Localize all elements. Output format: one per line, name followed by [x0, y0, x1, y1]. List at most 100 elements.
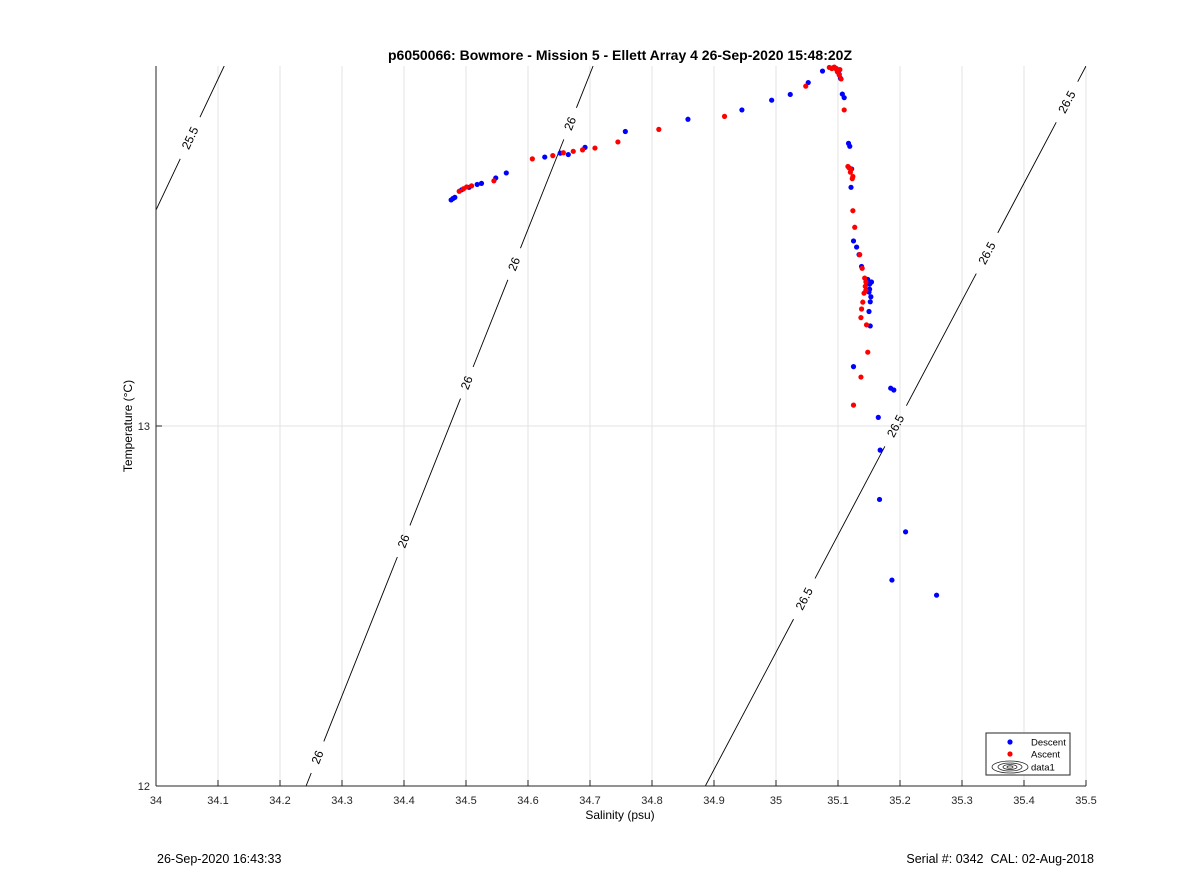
legend-marker-descent — [1007, 739, 1013, 745]
legend-contour-glyph — [997, 762, 1023, 772]
contour-label: 26 — [561, 115, 579, 133]
descent-point — [847, 143, 853, 149]
ascent-point — [858, 306, 865, 312]
descent-point — [452, 194, 458, 200]
descent-point — [854, 244, 860, 250]
descent-point — [850, 364, 857, 370]
contour-line — [520, 139, 565, 249]
descent-point — [866, 308, 872, 315]
ascent-point — [858, 315, 864, 321]
legend-label-data1: data1 — [1031, 763, 1055, 774]
ascent-point — [860, 299, 866, 305]
data-points — [448, 64, 940, 598]
descent-point — [848, 184, 854, 190]
descent-point — [503, 170, 509, 176]
descent-series — [448, 65, 940, 598]
ascent-point — [836, 72, 842, 78]
descent-point — [622, 128, 628, 135]
ascent-point — [529, 156, 535, 162]
ascent-point — [850, 402, 857, 408]
grid — [155, 66, 1087, 787]
ascent-point — [656, 126, 662, 132]
ascent-point — [550, 153, 556, 159]
contour-line — [1077, 66, 1086, 82]
descent-point — [474, 181, 480, 188]
x-tick-label: 35.5 — [1075, 795, 1096, 807]
contour-line — [814, 446, 886, 579]
descent-point — [877, 447, 883, 453]
descent-point — [685, 116, 691, 122]
contour-label: 26 — [395, 532, 413, 550]
descent-point — [787, 91, 793, 98]
descent-point — [850, 238, 857, 244]
ascent-point — [850, 208, 856, 214]
descent-point — [478, 180, 485, 186]
ascent-point — [468, 183, 475, 189]
descent-point — [739, 107, 745, 113]
ascent-point — [838, 76, 844, 82]
descent-point — [902, 529, 909, 535]
legend-contour-glyph — [1002, 764, 1018, 770]
legend-label-ascent: Ascent — [1031, 750, 1060, 761]
ascent-point — [570, 148, 576, 154]
contour-label: 26 — [309, 748, 327, 766]
footer-timestamp: 26-Sep-2020 16:43:33 — [157, 852, 282, 866]
descent-point — [867, 299, 873, 305]
contour-label: 26.5 — [975, 239, 998, 266]
x-tick-label: 35.4 — [1013, 795, 1034, 807]
y-tick-label: 13 — [138, 421, 150, 433]
ascent-point — [615, 139, 621, 145]
ascent-point — [862, 283, 868, 289]
descent-point — [542, 154, 548, 160]
ascent-point — [456, 188, 462, 194]
descent-point — [868, 279, 875, 285]
x-tick-label: 34.1 — [207, 795, 228, 807]
ascent-point — [464, 184, 470, 190]
axes: 34 34.1 34.2 34.3 34.4 34.5 34.6 34.7 34.8 34.9 35… — [138, 66, 1097, 807]
y-tick-label: 12 — [138, 781, 150, 793]
ascent-point — [862, 275, 868, 281]
contour-line — [323, 556, 398, 742]
contour-label: 26 — [505, 255, 523, 273]
contour-label: 25.5 — [179, 124, 202, 151]
contour-line — [409, 398, 461, 526]
x-tick-label: 34.6 — [517, 795, 538, 807]
x-tick-label: 34 — [150, 795, 162, 807]
descent-point — [876, 496, 883, 503]
legend-contour-glyph — [1006, 765, 1014, 769]
chart-title: p6050066: Bowmore - Mission 5 - Ellett A… — [388, 47, 852, 63]
descent-point — [769, 97, 775, 103]
ascent-point — [560, 150, 566, 156]
legend-marker-ascent — [1007, 751, 1013, 757]
contour-label: 26.5 — [793, 585, 816, 612]
contour-line — [472, 279, 509, 368]
legend-label-descent: Descent — [1031, 738, 1066, 749]
x-tick-label: 35.3 — [951, 795, 972, 807]
ascent-point — [721, 113, 728, 119]
ascent-point — [865, 349, 871, 355]
ascent-point — [857, 252, 863, 258]
x-tick-label: 34.4 — [393, 795, 414, 807]
footer-serial-cal: Serial #: 0342 CAL: 02-Aug-2018 — [906, 852, 1094, 866]
ascent-point — [803, 83, 809, 89]
descent-point — [875, 414, 881, 420]
descent-point — [868, 294, 874, 300]
ascent-point — [850, 173, 856, 180]
descent-point — [889, 577, 895, 583]
x-tick-label: 34.5 — [455, 795, 476, 807]
descent-point — [565, 151, 571, 158]
contour-label: 26 — [458, 374, 476, 392]
contour-line — [305, 772, 312, 786]
x-tick-label: 35 — [770, 795, 782, 807]
x-tick-label: 35.2 — [889, 795, 910, 807]
legend-contour-glyph — [991, 760, 1029, 774]
ascent-point — [863, 279, 869, 285]
descent-point — [933, 592, 940, 598]
y-axis-label: Temperature (°C) — [121, 380, 135, 472]
ascent-point — [847, 169, 854, 175]
x-tick-label: 34.3 — [331, 795, 352, 807]
ascent-point — [592, 145, 598, 151]
contour-label: 26.5 — [1055, 88, 1078, 115]
